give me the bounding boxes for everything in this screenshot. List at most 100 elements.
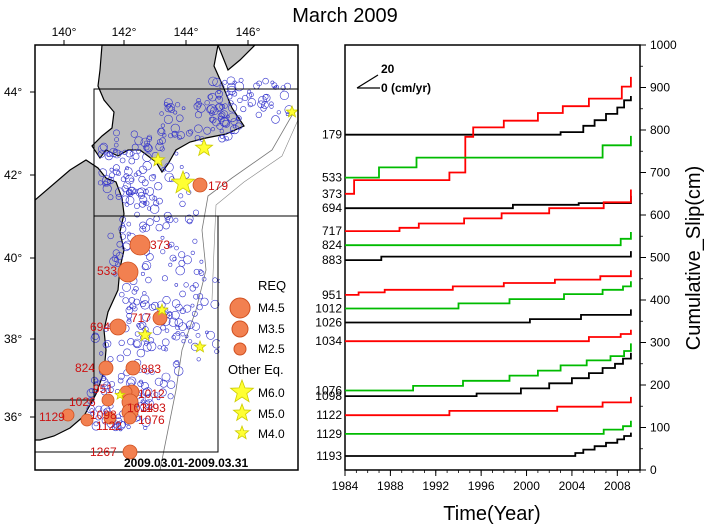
legend-star-m40 — [234, 424, 250, 440]
seismicity-circle — [164, 98, 173, 107]
legend-req-m25-marker — [233, 342, 247, 356]
seismicity-circle — [139, 221, 147, 230]
seismicity-circle — [161, 372, 171, 382]
seismicity-circle — [225, 90, 231, 96]
seismicity-circle — [116, 354, 125, 362]
seismicity-circle — [101, 389, 107, 396]
seismicity-circle — [153, 391, 159, 397]
seismicity-circle — [113, 148, 118, 153]
seismicity-circle — [171, 299, 181, 308]
seismicity-circle — [279, 90, 290, 100]
series-line-179 — [345, 96, 632, 136]
req-marker — [61, 408, 75, 422]
seismicity-circle — [201, 276, 207, 282]
scale-unit: 0 (cm/yr) — [381, 81, 431, 95]
req-marker — [125, 360, 141, 376]
seismicity-circle — [192, 238, 198, 244]
seismicity-circle — [95, 414, 102, 421]
seismicity-circle — [134, 211, 140, 218]
seismicity-circle — [164, 328, 170, 333]
seismicity-circle — [137, 380, 144, 388]
seismicity-circle — [136, 348, 146, 358]
other-eq-star — [194, 137, 214, 157]
other-eq-star — [150, 151, 166, 167]
series-label-883: 883 — [322, 253, 342, 267]
seismicity-circle — [126, 231, 132, 237]
seismicity-circle — [160, 249, 166, 255]
seismicity-circle — [246, 92, 253, 99]
seismicity-circle — [127, 317, 132, 322]
seismicity-circle — [129, 302, 137, 310]
seismicity-circle — [102, 184, 112, 194]
seismicity-circle — [142, 313, 151, 322]
legend-req-m35-marker — [231, 320, 249, 338]
y-tick-label-1000: 1000 — [650, 38, 677, 52]
series-line-373 — [345, 76, 632, 195]
seismicity-circle — [280, 85, 286, 91]
seismicity-circle — [160, 123, 165, 128]
seismicity-circle — [136, 149, 141, 154]
legend-other-title: Other Eq. — [228, 362, 284, 377]
seismicity-circle — [116, 241, 123, 248]
seismicity-circle — [159, 379, 168, 388]
legend-req-m45: M4.5 — [258, 301, 285, 315]
seismicity-circle — [156, 396, 161, 401]
seismicity-circle — [97, 150, 106, 158]
seismicity-circle — [193, 293, 199, 300]
seismicity-circle — [158, 388, 167, 397]
seismicity-circle — [159, 137, 166, 144]
seismicity-circle — [102, 341, 109, 349]
seismicity-circle — [174, 283, 179, 287]
seismicity-circle — [154, 377, 163, 386]
map-label-1098: 1098 — [90, 408, 117, 422]
seismicity-circle — [208, 76, 218, 87]
seismicity-circle — [146, 341, 157, 352]
seismicity-circle — [133, 298, 140, 306]
lat-axis: 44° 42° 40° 38° 36° — [4, 85, 35, 424]
seismicity-circle — [261, 101, 269, 109]
seismicity-circle — [207, 94, 213, 100]
seismicity-circle — [148, 174, 156, 182]
y-tick-label-200: 200 — [650, 378, 670, 392]
map-label-1076: 1076 — [138, 413, 165, 427]
seismicity-circle — [140, 271, 145, 276]
seismicity-circle — [175, 330, 181, 336]
seismicity-circle — [106, 152, 111, 157]
seismicity-circle — [234, 81, 244, 92]
y-axis-right: 0 100 200 300 400 500 600 700 800 900 1000 — [640, 38, 677, 477]
seismicity-circle — [139, 225, 147, 233]
legend-req-title: REQ — [258, 278, 286, 293]
series-label-951: 951 — [322, 288, 342, 302]
y-tick-label-700: 700 — [650, 166, 670, 180]
seismicity-circle — [183, 304, 192, 313]
seismicity-circle — [181, 106, 186, 110]
seismicity-circle — [155, 142, 164, 152]
seismicity-circle — [179, 165, 184, 169]
seismicity-circle — [186, 325, 191, 330]
seismicity-circle — [198, 269, 203, 274]
seismicity-circle — [113, 168, 120, 176]
seismicity-circle — [247, 89, 252, 94]
seismicity-circle — [191, 322, 200, 331]
map-label-1267: 1267 — [90, 445, 117, 459]
seismicity-circle — [227, 82, 237, 93]
seismicity-circle — [166, 102, 175, 112]
seismicity-circle — [220, 117, 230, 128]
seismicity-circle — [119, 233, 126, 240]
req-marker — [122, 444, 138, 460]
other-eq-star — [285, 104, 299, 118]
seismicity-circle — [142, 388, 151, 397]
seismicity-circle — [89, 408, 94, 413]
seismicity-circle — [87, 397, 94, 405]
seismicity-circle — [196, 304, 203, 311]
seismicity-circle — [129, 177, 134, 183]
seismicity-circle — [125, 166, 130, 171]
series-line-1034 — [345, 329, 632, 343]
seismicity-circle — [216, 122, 224, 130]
seismicity-circle — [126, 221, 132, 227]
seismicity-circle — [113, 272, 118, 277]
y-axis-label: Cumulative_Slip(cm) — [683, 166, 705, 351]
seismicity-circle — [144, 140, 148, 145]
seismicity-circle — [115, 193, 122, 200]
series-label-1122: 1122 — [316, 408, 342, 422]
